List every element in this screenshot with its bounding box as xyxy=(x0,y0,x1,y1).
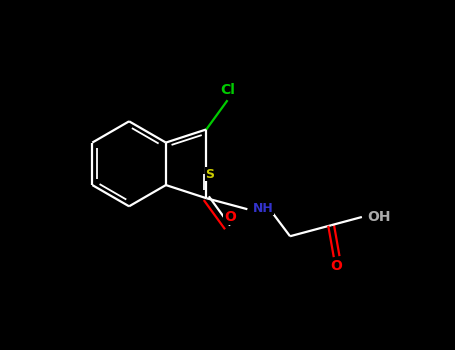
Text: OH: OH xyxy=(367,210,391,224)
Text: NH: NH xyxy=(253,202,273,215)
Text: S: S xyxy=(205,168,214,181)
Text: O: O xyxy=(331,259,343,273)
Text: Cl: Cl xyxy=(220,83,235,97)
Text: O: O xyxy=(224,210,236,224)
